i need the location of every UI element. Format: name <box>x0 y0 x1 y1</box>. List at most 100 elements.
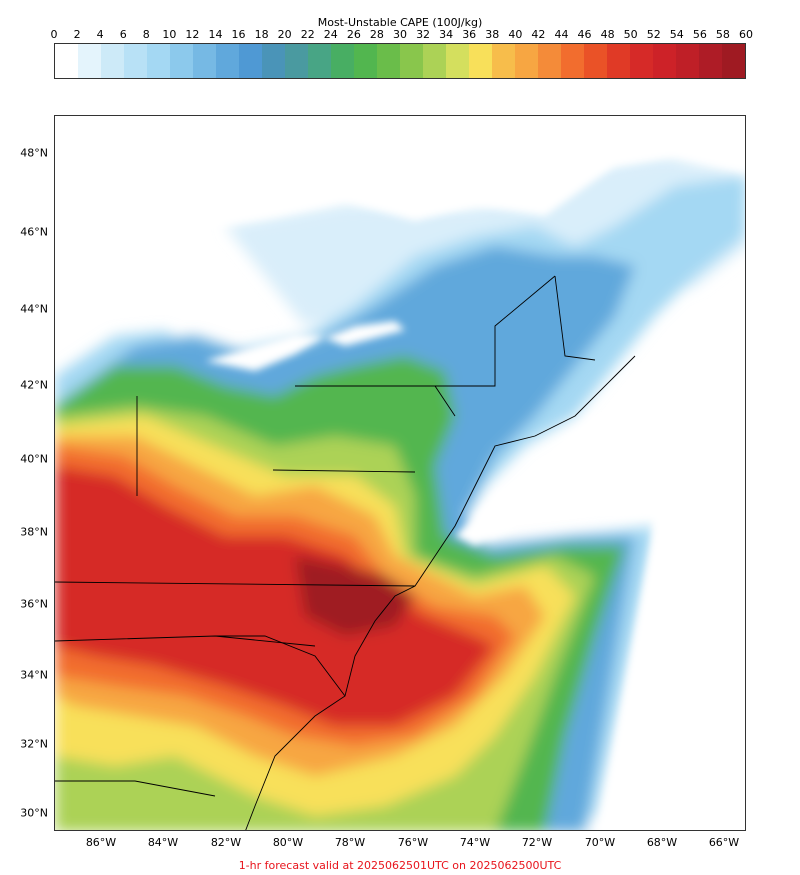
colorbar-swatch <box>170 44 193 78</box>
colorbar-tick-label: 20 <box>277 28 292 41</box>
colorbar-swatch <box>262 44 285 78</box>
colorbar-swatch <box>101 44 124 78</box>
colorbar-swatch <box>354 44 377 78</box>
colorbar-swatch <box>607 44 630 78</box>
colorbar-tick-label: 54 <box>669 28 684 41</box>
colorbar-tick-label: 8 <box>142 28 150 41</box>
colorbar-tick-label: 28 <box>369 28 384 41</box>
colorbar-tick-label: 30 <box>393 28 407 41</box>
colorbar-swatch <box>699 44 722 78</box>
state-line-ny-vt <box>435 275 556 387</box>
colorbar-swatch <box>308 44 331 78</box>
state-line-nh-me <box>554 275 596 361</box>
longitude-label: 80°W <box>272 836 304 849</box>
no-cape-lake-ontario <box>325 321 405 346</box>
latitude-label: 34°N <box>20 668 48 682</box>
colorbar-swatch <box>55 44 78 78</box>
cape-dark-red-region <box>295 556 415 636</box>
colorbar-swatch <box>492 44 515 78</box>
cape-field-svg <box>55 116 745 830</box>
colorbar-tick-label: 10 <box>162 28 177 41</box>
colorbar-swatch <box>216 44 239 78</box>
colorbar-swatch <box>469 44 492 78</box>
longitude-label: 76°W <box>397 836 429 849</box>
state-line-sc-nc <box>215 635 346 697</box>
longitude-label: 66°W <box>708 836 740 849</box>
colorbar-tick-label: 52 <box>646 28 661 41</box>
colorbar-tick-label: 60 <box>739 28 753 41</box>
colorbar-tick-label: 34 <box>439 28 454 41</box>
longitude-label: 70°W <box>584 836 616 849</box>
colorbar-tick-label: 16 <box>231 28 246 41</box>
colorbar-tick-label: 36 <box>462 28 477 41</box>
latitude-label: 32°N <box>20 737 48 751</box>
latitude-label: 44°N <box>20 302 48 316</box>
colorbar-tick-label: 22 <box>300 28 315 41</box>
colorbar-swatch <box>285 44 308 78</box>
colorbar-tick-label: 12 <box>185 28 200 41</box>
latitude-label: 40°N <box>20 452 48 466</box>
latitude-label: 38°N <box>20 525 48 539</box>
longitude-label: 84°W <box>147 836 179 849</box>
longitude-label: 78°W <box>334 836 366 849</box>
longitude-label: 82°W <box>210 836 242 849</box>
colorbar-tick-label: 14 <box>208 28 223 41</box>
colorbar-swatch <box>147 44 170 78</box>
colorbar-swatch <box>446 44 469 78</box>
colorbar-tick-label: 40 <box>508 28 523 41</box>
forecast-valid-caption: 1-hr forecast valid at 2025062501UTC on … <box>238 859 562 872</box>
colorbar-swatch <box>377 44 400 78</box>
latitude-label: 36°N <box>20 597 48 611</box>
no-cape-ne-ocean <box>455 336 745 546</box>
colorbar-swatch <box>331 44 354 78</box>
colorbar-swatch <box>538 44 561 78</box>
colorbar <box>54 43 746 79</box>
colorbar-swatch <box>515 44 538 78</box>
colorbar-swatch <box>78 44 101 78</box>
no-cape-lake-erie <box>205 334 325 371</box>
colorbar-swatch <box>239 44 262 78</box>
colorbar-swatch <box>653 44 676 78</box>
longitude-label: 86°W <box>85 836 117 849</box>
colorbar-tick-label: 0 <box>50 28 58 41</box>
colorbar-tick-label: 56 <box>692 28 707 41</box>
longitude-label: 72°W <box>521 836 553 849</box>
colorbar-tick-label: 58 <box>715 28 730 41</box>
latitude-label: 30°N <box>20 806 48 820</box>
colorbar-swatch <box>423 44 446 78</box>
colorbar-swatch <box>561 44 584 78</box>
state-line-pa-south <box>272 469 416 473</box>
colorbar-swatch <box>676 44 699 78</box>
colorbar-tick-label: 18 <box>254 28 269 41</box>
longitude-label: 74°W <box>459 836 491 849</box>
colorbar-tick-label: 38 <box>485 28 500 41</box>
latitude-label: 46°N <box>20 225 48 239</box>
colorbar-title: Most-Unstable CAPE (100J/kg) <box>317 16 483 29</box>
colorbar-swatch <box>124 44 147 78</box>
colorbar-swatch <box>193 44 216 78</box>
colorbar-swatch <box>400 44 423 78</box>
colorbar-swatch <box>630 44 653 78</box>
colorbar-tick-label: 32 <box>416 28 431 41</box>
colorbar-tick-label: 2 <box>73 28 81 41</box>
state-line-36n <box>55 581 416 587</box>
colorbar-tick-label: 50 <box>623 28 638 41</box>
colorbar-tick-label: 46 <box>577 28 592 41</box>
latitude-label: 42°N <box>20 378 48 392</box>
no-cape-north <box>55 116 745 266</box>
longitude-label: 68°W <box>646 836 678 849</box>
colorbar-tick-label: 6 <box>119 28 127 41</box>
colorbar-swatch <box>722 44 745 78</box>
colorbar-tick-label: 42 <box>531 28 546 41</box>
latitude-label: 48°N <box>20 146 48 160</box>
colorbar-swatch <box>584 44 607 78</box>
colorbar-tick-label: 26 <box>346 28 361 41</box>
no-cape-atlantic <box>600 418 745 830</box>
colorbar-tick-label: 24 <box>323 28 338 41</box>
state-line-ga-fl <box>55 780 216 797</box>
cape-red-region <box>55 466 495 726</box>
cape-map <box>54 115 746 831</box>
political-boundaries <box>55 275 636 830</box>
colorbar-tick-labels: 0 2 4 6 8 10 12 14 16 18 20 22 24 26 28 30 32 34 36 38 40 42 4… <box>0 28 800 42</box>
colorbar-tick-label: 4 <box>96 28 104 41</box>
